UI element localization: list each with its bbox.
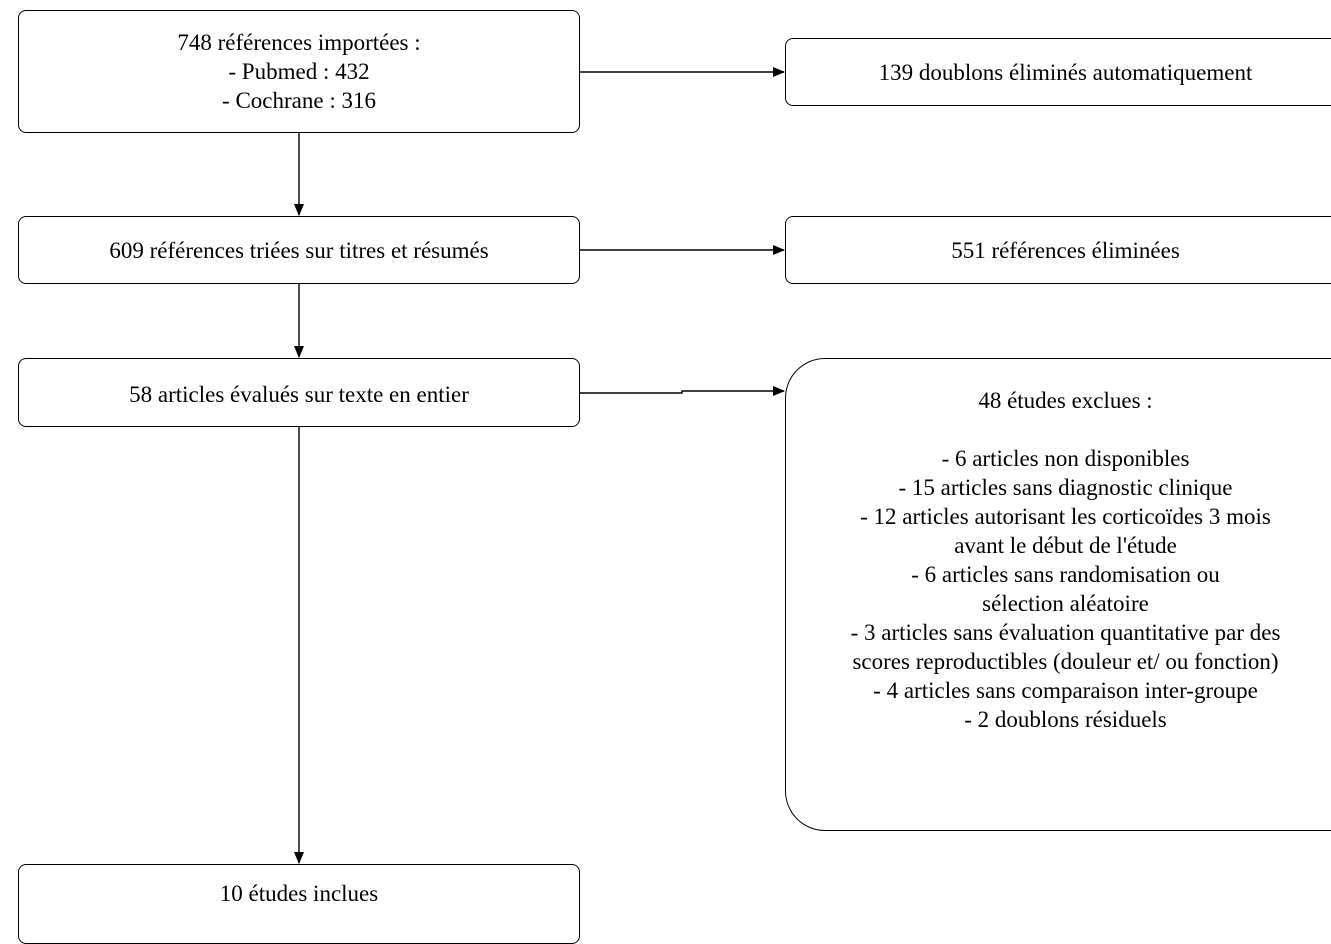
fulltext-text: 58 articles évalués sur texte en entier — [129, 382, 469, 407]
duplicates-text: 139 doublons éliminés automatiquement — [878, 59, 1253, 85]
duplicates-removed-box: 139 doublons éliminés automatiquement — [785, 38, 1331, 106]
eliminated-text: 551 références éliminées — [951, 237, 1180, 263]
excluded-reason: - 12 articles autorisant les corticoïdes… — [860, 504, 1271, 529]
excluded-reason: sélection aléatoire — [982, 591, 1149, 616]
included-text: 10 études inclues — [219, 881, 379, 906]
excluded-reason: - 2 doublons résiduels — [964, 707, 1167, 732]
excluded-reason: scores reproductibles (douleur et/ ou fo… — [852, 649, 1279, 674]
eliminated-references-box: 551 références éliminées — [785, 216, 1331, 284]
screened-text: 609 références triées sur titres et résu… — [109, 237, 489, 263]
arrow-fulltext-to-excluded — [580, 386, 785, 396]
screened-references-box: 609 références triées sur titres et résu… — [18, 216, 580, 284]
fulltext-assessed-box: 58 articles évalués sur texte en entier — [18, 358, 580, 427]
excluded-reason: - 3 articles sans évaluation quantitativ… — [850, 620, 1281, 645]
excluded-reason: - 15 articles sans diagnostic clinique — [898, 475, 1233, 500]
excluded-reason: - 6 articles non disponibles — [941, 446, 1190, 471]
prisma-flow-diagram: 748 références importées : - Pubmed : 43… — [18, 10, 1331, 944]
excluded-reason: avant le début de l'étude — [954, 533, 1177, 558]
excluded-studies-box: 48 études exclues : - 6 articles non dis… — [785, 358, 1331, 831]
included-studies-box: 10 études inclues — [18, 864, 580, 944]
imported-cochrane: - Cochrane : 316 — [222, 88, 376, 113]
excluded-reason: - 4 articles sans comparaison inter-grou… — [873, 678, 1258, 703]
imported-title: 748 références importées : — [177, 30, 421, 55]
connectors — [294, 67, 785, 864]
imported-pubmed: - Pubmed : 432 — [228, 59, 370, 84]
excluded-heading: 48 études exclues : — [978, 388, 1153, 413]
imported-references-box: 748 références importées : - Pubmed : 43… — [18, 10, 580, 133]
excluded-reason: - 6 articles sans randomisation ou — [911, 562, 1220, 587]
